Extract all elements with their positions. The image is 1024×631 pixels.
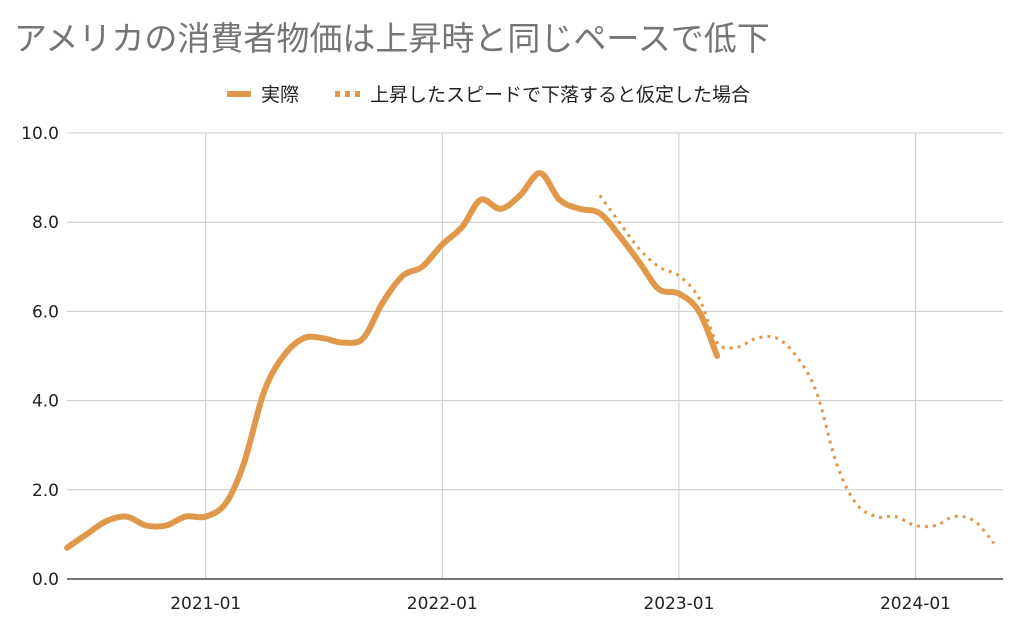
legend: 実際 上昇したスピードで下落すると仮定した場合 xyxy=(227,84,750,106)
legend-label-projection: 上昇したスピードで下落すると仮定した場合 xyxy=(370,84,750,106)
series-line-projection xyxy=(598,194,996,545)
y-tick-label: 6.0 xyxy=(32,302,59,322)
x-tick-label: 2021-01 xyxy=(170,594,241,614)
y-tick-label: 2.0 xyxy=(32,481,59,501)
x-tick-label: 2024-01 xyxy=(880,594,951,614)
chart-title: アメリカの消費者物価は上昇時と同じペースで低下 xyxy=(14,19,770,58)
x-tick-label: 2023-01 xyxy=(643,594,714,614)
y-tick-label: 8.0 xyxy=(32,213,59,233)
tick-labels: 0.0 2.0 4.0 6.0 8.0 10.0 2021-01 2022-01 2023-01… xyxy=(21,124,951,614)
y-tick-label: 0.0 xyxy=(32,570,59,590)
gridlines xyxy=(67,132,1003,579)
x-tick-label: 2022-01 xyxy=(407,594,478,614)
y-tick-label: 4.0 xyxy=(32,392,59,412)
legend-label-actual: 実際 xyxy=(261,84,299,106)
series-layer xyxy=(64,170,996,551)
series-line-actual xyxy=(64,170,721,551)
y-tick-label: 10.0 xyxy=(21,124,59,144)
